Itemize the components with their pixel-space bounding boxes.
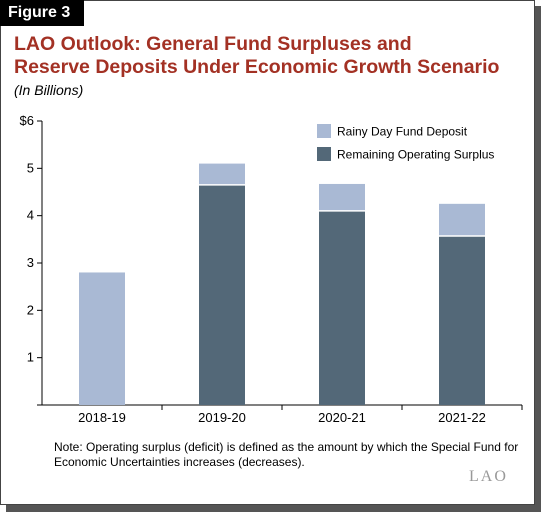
legend-label: Remaining Operating Surplus [337,148,494,162]
bar-rainy-day-deposit [319,183,365,211]
title-line-2: Reserve Deposits Under Economic Growth S… [14,56,500,78]
bar-rainy-day-deposit [199,163,245,185]
chart-subtitle: (In Billions) [14,82,84,98]
bar-rainy-day-deposit [439,203,485,237]
frame-shadow-bottom [6,505,541,512]
lao-logo: LAO [469,468,508,485]
x-tick-label: 2018-19 [78,410,126,425]
chart-title: LAO Outlook: General Fund Surpluses and … [14,33,534,79]
chart-note: Note: Operating surplus (deficit) is def… [54,440,519,469]
x-tick-label: 2021-22 [438,410,486,425]
figure-label: Figure 3 [0,0,84,26]
bar-rainy-day-deposit [79,272,125,405]
legend-swatch [317,147,331,161]
y-tick-label: 1 [27,350,34,365]
y-tick-label: 5 [27,160,34,175]
y-tick-label: 2 [27,302,34,317]
bar-operating-surplus [439,236,485,405]
legend-label: Rainy Day Fund Deposit [337,125,468,139]
y-tick-label: 4 [27,208,34,223]
frame-shadow-right [535,6,541,512]
x-tick-label: 2020-21 [318,410,366,425]
title-line-1: LAO Outlook: General Fund Surpluses and [14,33,412,55]
legend-swatch [317,124,331,138]
y-tick-label: $6 [20,113,34,128]
bar-operating-surplus [319,210,365,405]
y-tick-label: 3 [27,255,34,270]
x-tick-label: 2019-20 [198,410,246,425]
bar-operating-surplus [199,184,245,405]
